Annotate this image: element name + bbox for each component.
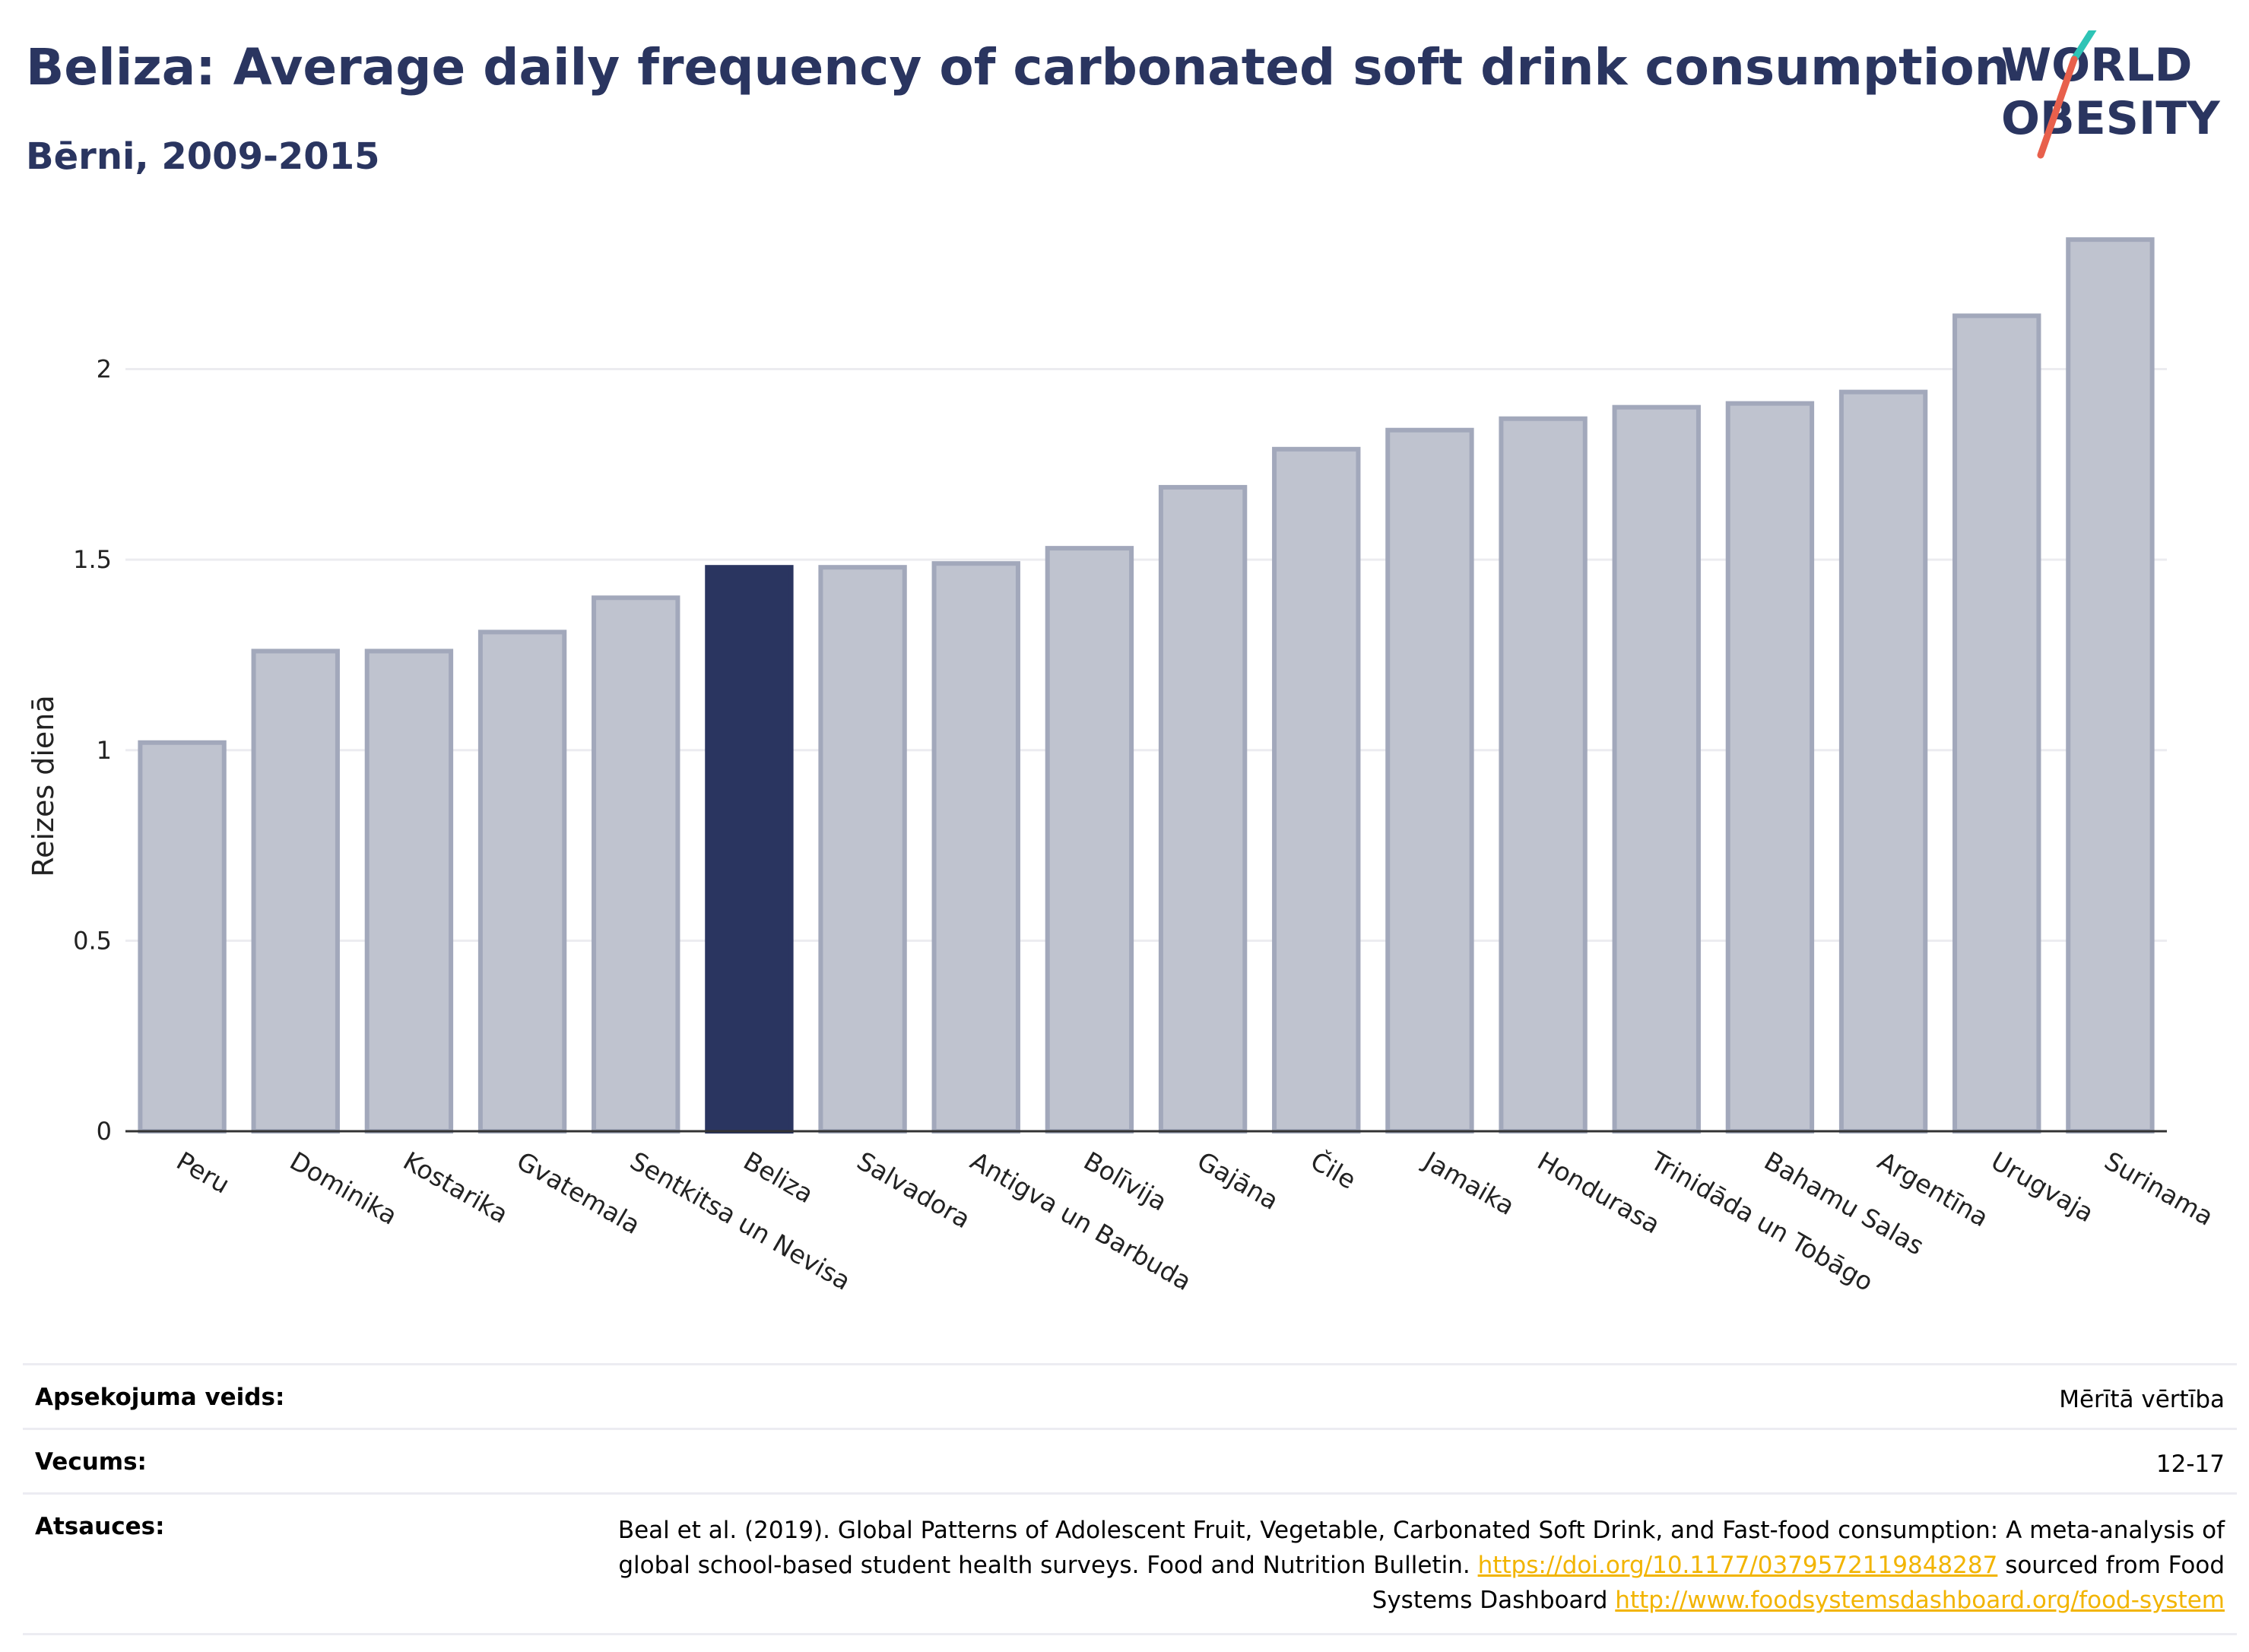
x-tick-label: Urugvaja (1986, 1146, 2098, 1228)
bar-beliza (705, 565, 794, 1134)
x-tick-label: Salvadora (852, 1146, 975, 1234)
bar-bolīvija (1045, 546, 1134, 1134)
bar-sentkitsa-un-nevisa (592, 595, 680, 1134)
x-tick-label: Surinama (2099, 1146, 2218, 1232)
references-value: Beal et al. (2019). Global Patterns of A… (23, 1495, 2237, 1633)
y-tick-label: 1 (97, 736, 112, 765)
bar-surinama (2066, 237, 2155, 1134)
bar-gvatemala (477, 629, 567, 1134)
x-tick-label: Peru (172, 1146, 235, 1200)
age-value: 12-17 (2155, 1451, 2225, 1478)
bar-dominika (251, 648, 340, 1134)
meta-row-references: Atsauces: Beal et al. (2019). Global Pat… (23, 1492, 2237, 1635)
gridlines (125, 368, 2167, 942)
x-tick-label: Gvatemala (512, 1146, 646, 1240)
y-tick-label: 2 (97, 355, 112, 384)
survey-type-label: Apsekojuma veids: (35, 1384, 285, 1411)
bars (138, 237, 2155, 1134)
x-tick-label: Jamaika (1418, 1145, 1520, 1221)
chart-title: Beliza: Average daily frequency of carbo… (26, 38, 2010, 97)
y-tick-label: 0.5 (73, 926, 112, 955)
bar-peru (138, 740, 227, 1134)
bar-bahamu-salas (1725, 401, 1815, 1134)
x-tick-label: Beliza (738, 1146, 818, 1209)
bar-kostarika (364, 648, 454, 1134)
y-tick-label: 0 (97, 1117, 112, 1146)
x-tick-label: Bolīvija (1079, 1146, 1172, 1216)
bar-gajāna (1158, 484, 1248, 1134)
references-source-text: sourced from Food Systems Dashboard (1372, 1552, 2225, 1614)
logo-slash-teal (2070, 30, 2097, 63)
survey-type-value: Mērītā vērtība (2059, 1386, 2225, 1413)
world-obesity-logo: WORLD OBESITY (2001, 30, 2221, 159)
chart-subtitle: Bērni, 2009-2015 (26, 135, 380, 178)
x-tick-labels: Peru DominikaKostarikaGvatemalaSentkitsa … (172, 1145, 2219, 1297)
meta-row-survey: Apsekojuma veids: Mērītā vērtība (23, 1363, 2237, 1428)
bar-urugvaja (1952, 313, 2041, 1134)
dashboard-link[interactable]: http://www.foodsystemsdashboard.org/food… (1615, 1587, 2225, 1614)
x-tick-label: Kostarika (398, 1146, 513, 1229)
x-tick-label: Gajāna (1192, 1146, 1283, 1216)
meta-row-age: Vecums: 12-17 (23, 1428, 2237, 1492)
bar-čile (1272, 446, 1361, 1134)
references-label: Atsauces: (35, 1513, 165, 1540)
y-tick-labels: 0 0.5 1 1.5 2 (73, 355, 112, 1146)
references-text: Beal et al. (2019). Global Patterns of A… (617, 1517, 2225, 1579)
bar-antigva-un-barbuda (931, 561, 1020, 1134)
logo-slash-red (2037, 55, 2078, 159)
bar-salvadora (818, 565, 907, 1134)
bar-jamaika (1385, 427, 1474, 1134)
logo-word-obesity: OBESITY (2001, 92, 2221, 145)
metadata-table: Apsekojuma veids: Mērītā vērtība Vecums:… (23, 1363, 2237, 1635)
logo-word-world: WORLD (2001, 39, 2192, 92)
bar-argentīna (1838, 389, 1928, 1134)
x-tick-label: Hondurasa (1533, 1146, 1666, 1239)
bar-trinidāda-un-tobāgo (1612, 404, 1701, 1134)
y-tick-label: 1.5 (73, 545, 112, 574)
bar-hondurasa (1499, 416, 1588, 1134)
bar-chart: 0 0.5 1 1.5 2 Peru DominikaKostarikaGvatemala… (27, 237, 2219, 1297)
x-tick-label: Dominika (285, 1146, 402, 1231)
x-tick-label: Čile (1305, 1145, 1361, 1194)
doi-link[interactable]: https://doi.org/10.1177/0379572119848287 (1477, 1552, 1998, 1579)
y-axis-label: Reizes dienā (27, 695, 60, 877)
age-label: Vecums: (35, 1448, 147, 1476)
